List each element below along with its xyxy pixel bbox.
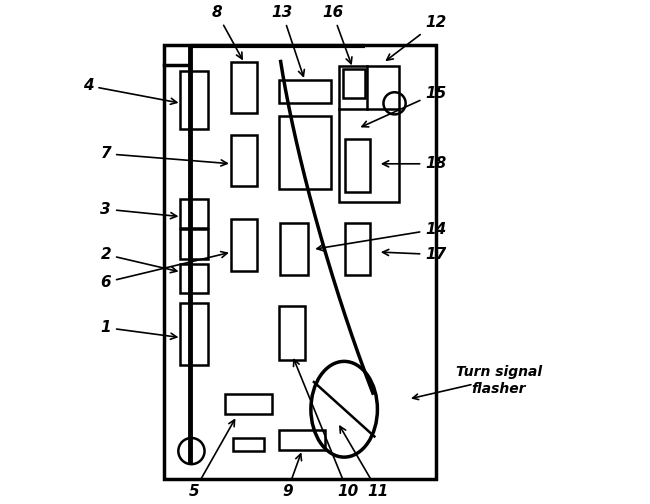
Bar — [233, 438, 263, 451]
Bar — [339, 66, 398, 202]
Text: 15: 15 — [362, 86, 447, 127]
Bar — [343, 69, 365, 98]
Text: 8: 8 — [211, 5, 242, 59]
Text: 10: 10 — [293, 360, 358, 499]
Bar — [164, 45, 436, 479]
Text: 1: 1 — [101, 320, 177, 339]
Bar — [180, 71, 207, 129]
Bar — [180, 199, 207, 228]
Bar — [279, 80, 331, 103]
Text: 18: 18 — [383, 156, 447, 171]
Text: 16: 16 — [322, 5, 352, 64]
Bar — [180, 229, 207, 259]
Text: 13: 13 — [272, 5, 304, 76]
Text: 12: 12 — [387, 15, 447, 60]
Bar — [231, 62, 257, 113]
Text: 14: 14 — [317, 222, 447, 251]
Bar — [280, 223, 308, 275]
Bar — [180, 303, 207, 365]
Text: 9: 9 — [282, 454, 302, 499]
Text: Turn signal
flasher: Turn signal flasher — [456, 365, 542, 396]
Text: 17: 17 — [383, 247, 447, 262]
Bar — [231, 135, 257, 186]
Text: 7: 7 — [101, 146, 227, 166]
Bar — [279, 430, 325, 450]
Text: 2: 2 — [101, 247, 177, 273]
Bar — [345, 139, 370, 192]
Text: 5: 5 — [188, 420, 235, 499]
Text: 4: 4 — [83, 78, 177, 104]
Bar — [279, 306, 305, 360]
Bar — [225, 394, 272, 414]
Bar — [180, 264, 207, 293]
Bar — [345, 223, 370, 275]
Text: 6: 6 — [101, 251, 228, 290]
Bar — [279, 116, 331, 189]
Bar — [231, 219, 257, 271]
Text: 11: 11 — [340, 426, 389, 499]
Text: 3: 3 — [101, 202, 177, 219]
